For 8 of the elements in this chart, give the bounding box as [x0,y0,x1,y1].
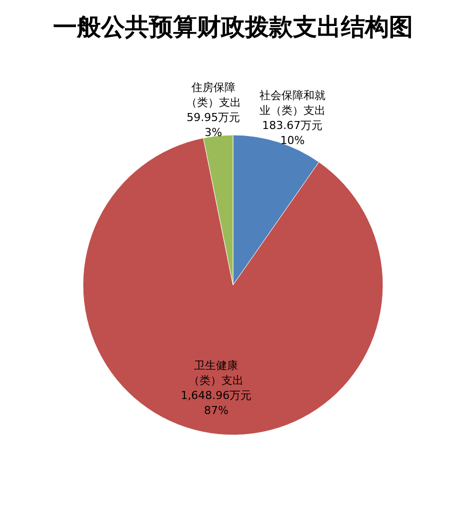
data-label: 1,648.96万元 87% [180,388,252,417]
chart-title: 一般公共预算财政拨款支出结构图 [53,12,413,41]
data-label: 59.95万元 3% [186,110,240,139]
slice-label: 卫生健康（类）支出 [188,358,244,387]
slice-label: 社会保障和就业（类）支出 [259,89,326,118]
slice-label: 住房保障（类）支出 [186,80,241,109]
pie-slice [82,138,383,436]
data-label: 183.67万元 10% [262,119,323,148]
